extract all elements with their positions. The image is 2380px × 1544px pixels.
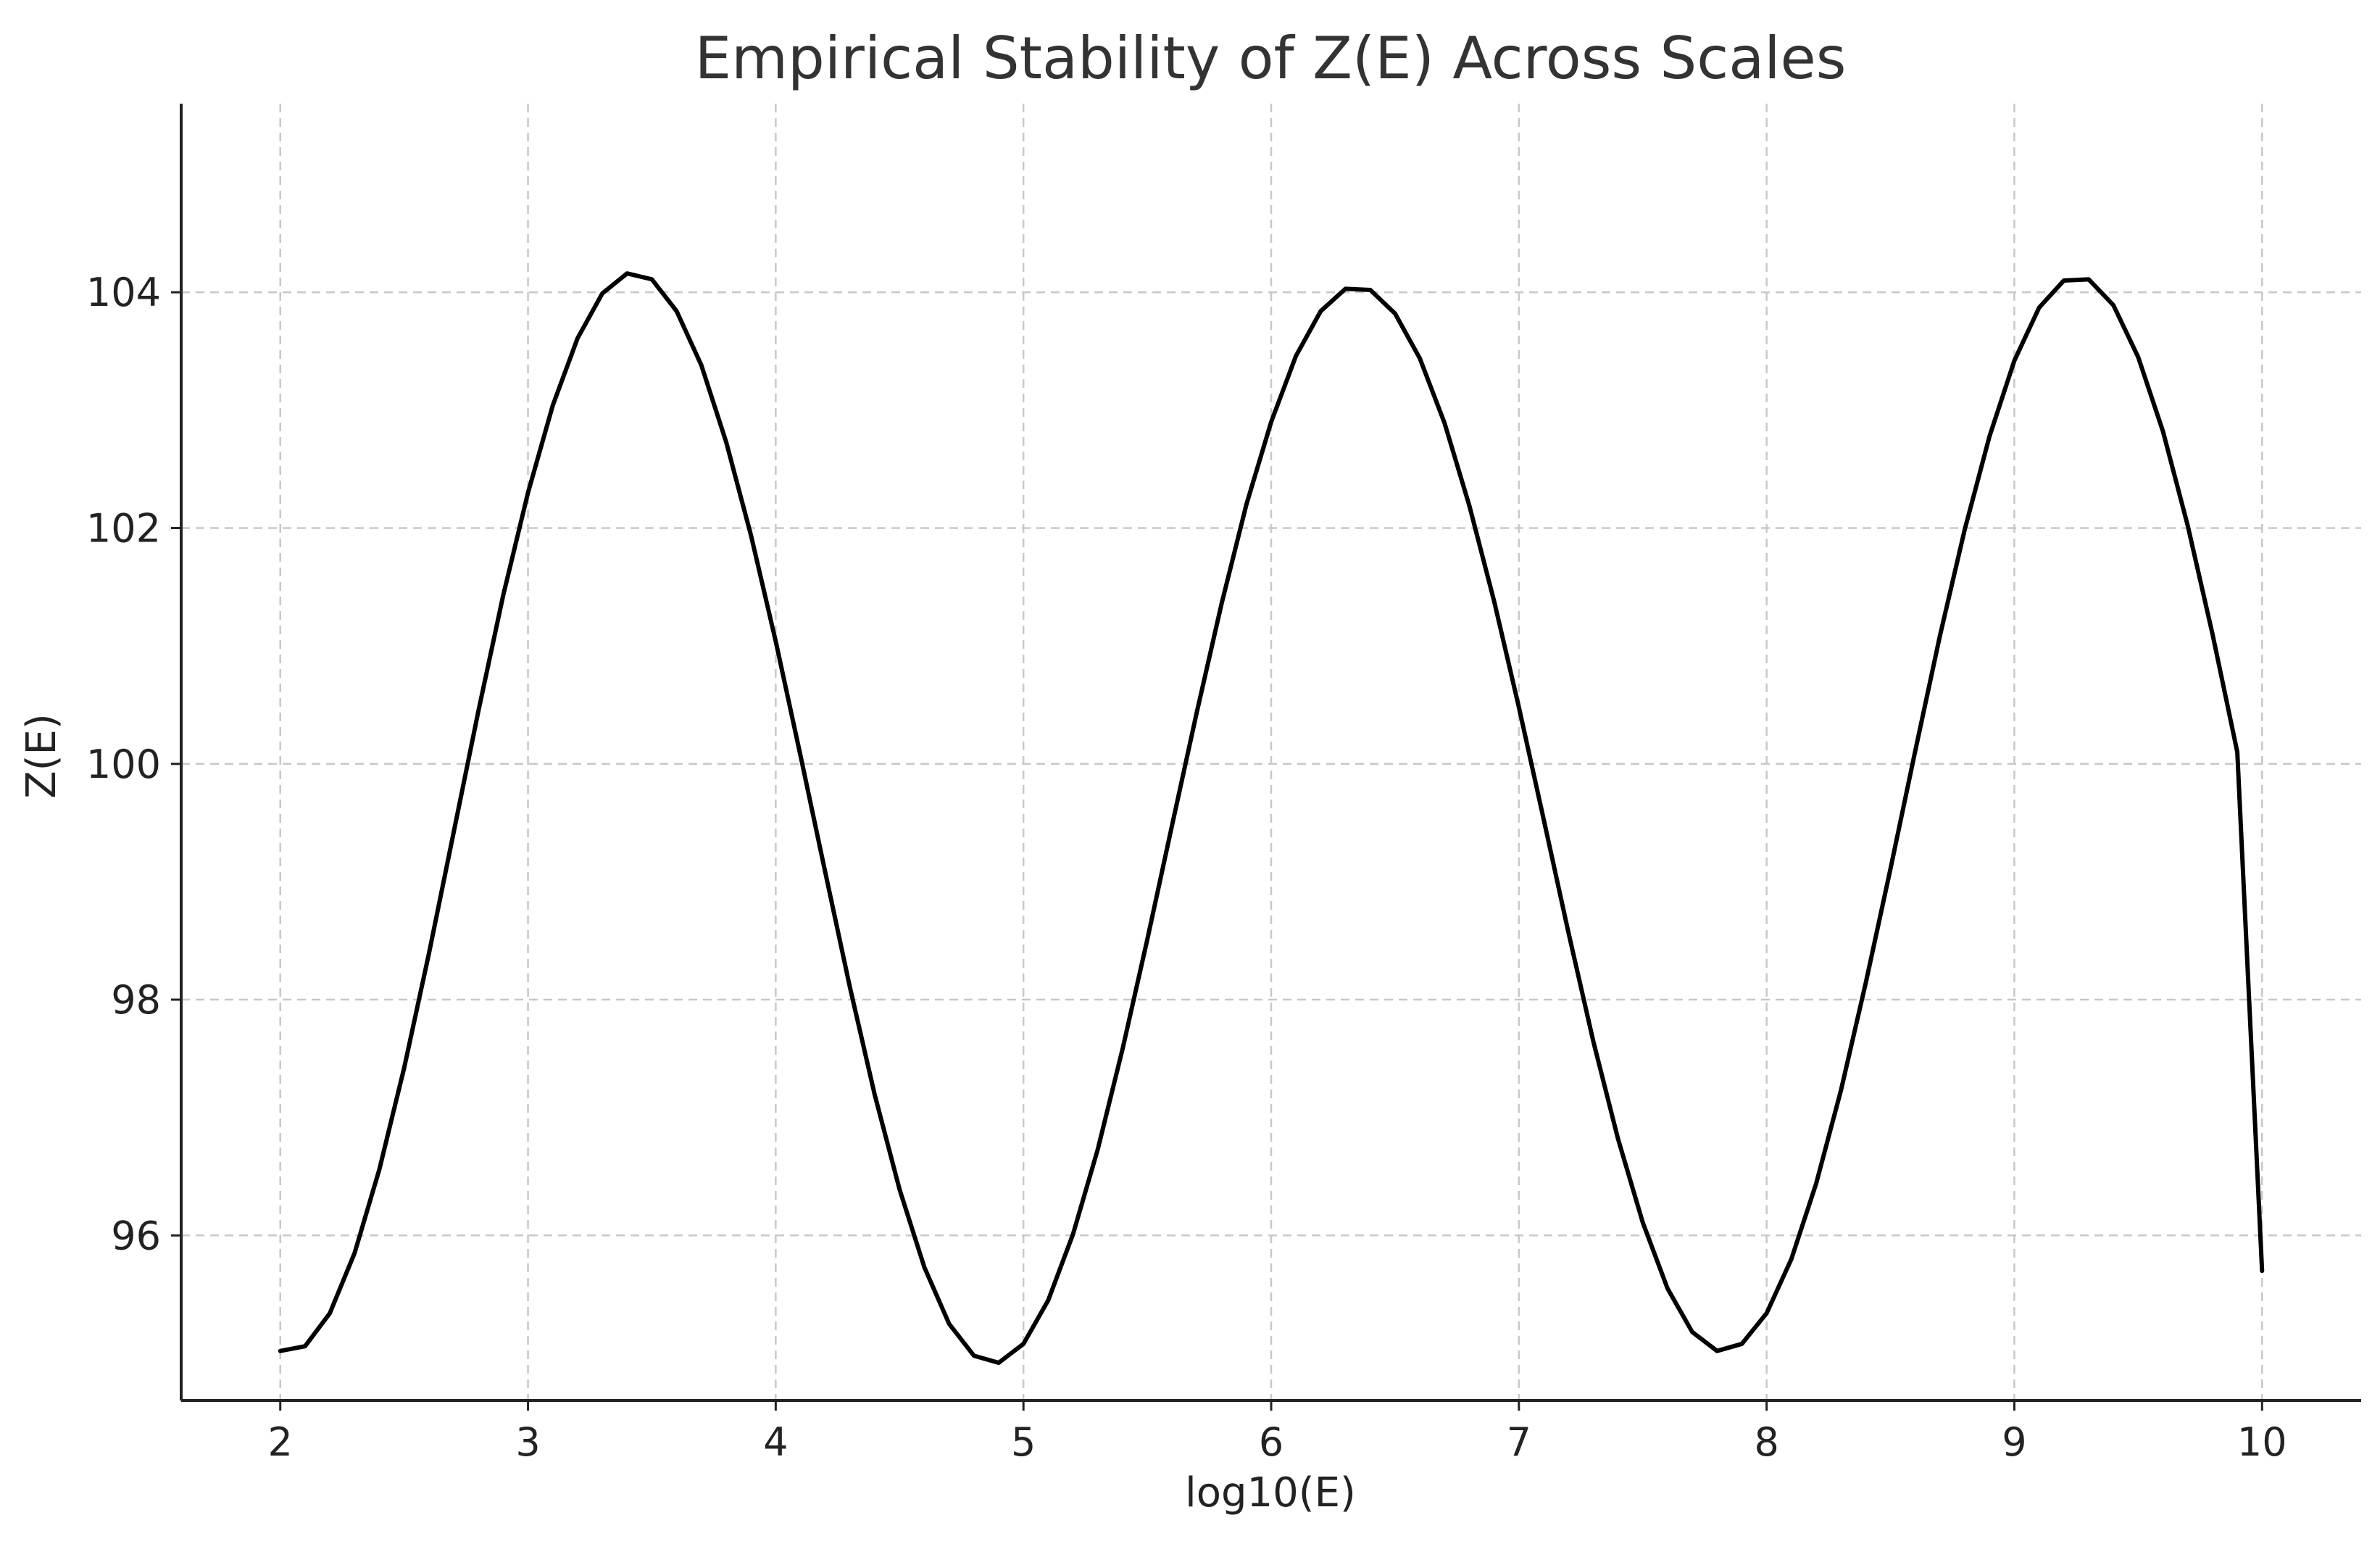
series-line-0 [278,271,2265,1365]
y-tick-label-102: 102 [86,505,161,551]
y-tick-label-96: 96 [111,1213,161,1258]
x-tick-label-9: 9 [2002,1419,2026,1465]
y-tick-label-104: 104 [86,270,161,315]
x-tick-label-8: 8 [1754,1419,1778,1465]
x-tick-label-4: 4 [763,1419,788,1465]
x-tick-label-5: 5 [1011,1419,1036,1465]
y-tick-label-98: 98 [111,977,161,1023]
x-tick-label-10: 10 [2237,1419,2287,1465]
ticks: 2 3 4 5 6 7 8 9 10 96 98 100 102 104 [86,270,2287,1465]
y-axis-label: Z(E) [18,713,65,798]
x-tick-label-2: 2 [268,1419,293,1465]
y-tick-label-100: 100 [86,742,161,787]
x-tick-label-3: 3 [515,1419,540,1465]
x-tick-label-7: 7 [1507,1419,1531,1465]
grid [181,104,2361,1400]
chart-title: Empirical Stability of Z(E) Across Scale… [695,25,1847,92]
x-axis-label: log10(E) [1185,1469,1356,1516]
series [278,271,2265,1365]
x-tick-label-6: 6 [1259,1419,1283,1465]
